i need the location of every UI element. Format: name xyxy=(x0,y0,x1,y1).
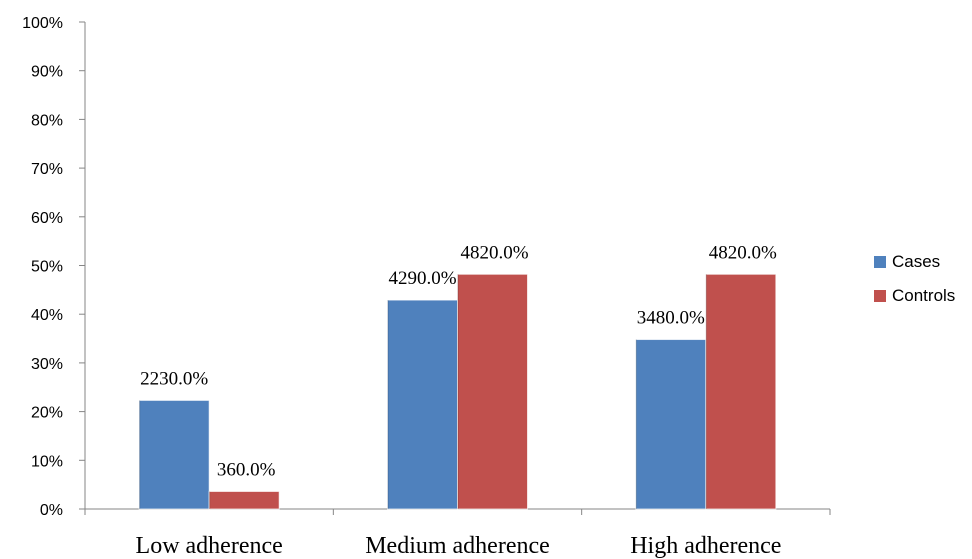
bar-controls-3 xyxy=(705,273,777,510)
data-label: 2230.0% xyxy=(140,368,208,389)
y-tick-label: 50% xyxy=(31,259,63,276)
y-tick-label: 90% xyxy=(31,64,63,81)
data-label: 4820.0% xyxy=(460,242,528,263)
y-tick-label: 30% xyxy=(31,356,63,373)
bars xyxy=(138,273,777,510)
x-category-label: Medium adherence xyxy=(365,533,550,559)
legend: Cases Controls xyxy=(874,252,955,305)
legend-label-controls: Controls xyxy=(892,286,955,305)
y-tick-label: 60% xyxy=(31,210,63,227)
bar-controls-2 xyxy=(457,273,528,510)
y-axis: 0% 10% 20% 30% 40% 50% 60% 70% 80% 90% 100% xyxy=(22,15,86,519)
y-tick-label: 80% xyxy=(31,112,63,129)
bar-controls-1 xyxy=(208,490,280,510)
x-category-label: High adherence xyxy=(630,533,781,559)
bar-cases-1 xyxy=(138,399,210,510)
y-tick-label: 20% xyxy=(31,405,63,422)
y-tick-label: 0% xyxy=(40,502,63,519)
y-tick-label: 40% xyxy=(31,307,63,324)
data-label: 360.0% xyxy=(217,459,276,480)
bar-cases-2 xyxy=(387,299,458,510)
y-tick-label: 10% xyxy=(31,453,63,470)
x-axis: Low adherence Medium adherence High adhere… xyxy=(84,508,831,559)
data-label: 4290.0% xyxy=(388,268,456,289)
legend-label-cases: Cases xyxy=(892,252,940,271)
legend-swatch-controls xyxy=(874,290,886,302)
y-tick-label: 70% xyxy=(31,161,63,178)
data-label: 4820.0% xyxy=(709,242,777,263)
y-tick-label: 100% xyxy=(22,15,63,32)
legend-swatch-cases xyxy=(874,256,886,268)
bar-cases-3 xyxy=(635,339,707,510)
x-category-label: Low adherence xyxy=(136,533,283,559)
data-labels: 2230.0%360.0%4290.0%4820.0%3480.0%4820.0… xyxy=(140,242,777,480)
data-label: 3480.0% xyxy=(637,308,705,329)
